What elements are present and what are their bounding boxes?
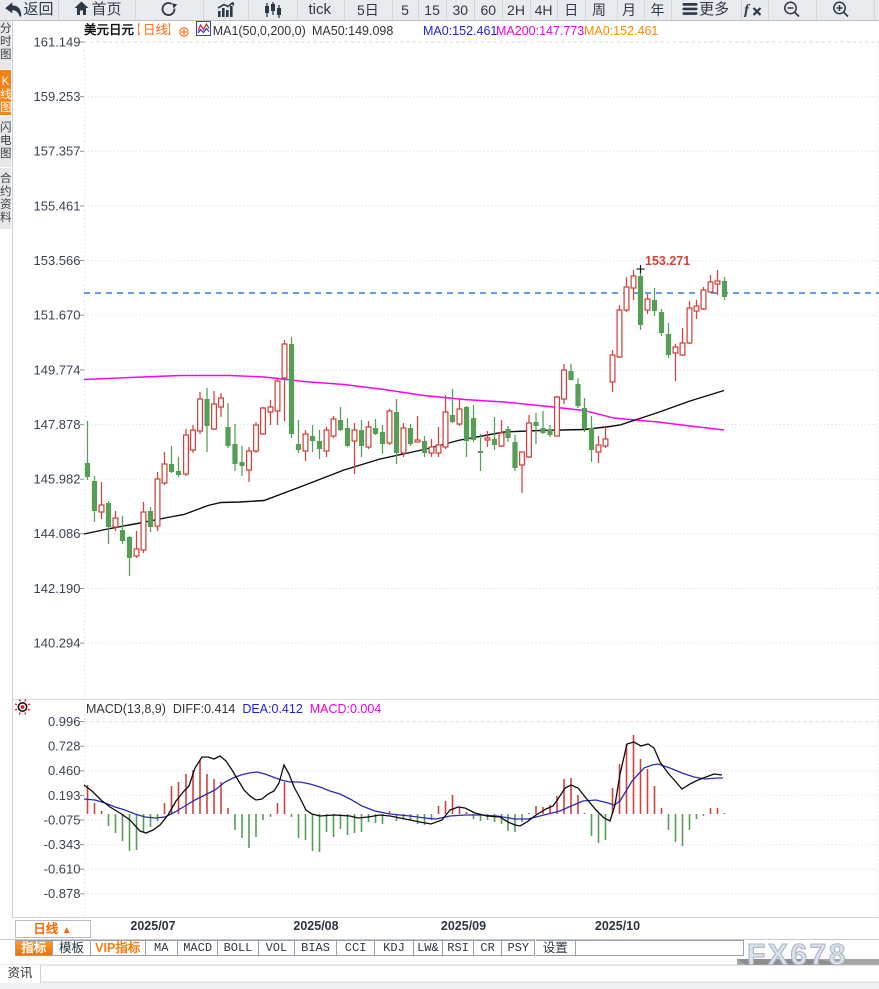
svg-text:144.086: 144.086 bbox=[34, 526, 81, 541]
svg-text:-0.343: -0.343 bbox=[44, 837, 81, 852]
svg-text:-0.610: -0.610 bbox=[44, 862, 81, 877]
svg-text:FX678: FX678 bbox=[747, 939, 848, 972]
svg-text:0.996: 0.996 bbox=[48, 714, 81, 729]
svg-text:0.728: 0.728 bbox=[48, 739, 81, 754]
svg-text:142.190: 142.190 bbox=[34, 581, 81, 596]
svg-text:155.461: 155.461 bbox=[34, 198, 81, 213]
svg-text:0.460: 0.460 bbox=[48, 763, 81, 778]
svg-text:153.566: 153.566 bbox=[34, 253, 81, 268]
svg-text:-0.878: -0.878 bbox=[44, 886, 81, 901]
svg-text:151.670: 151.670 bbox=[34, 308, 81, 323]
svg-text:145.982: 145.982 bbox=[34, 472, 81, 487]
svg-text:149.774: 149.774 bbox=[34, 362, 81, 377]
svg-text:161.149: 161.149 bbox=[34, 34, 81, 49]
svg-text:147.878: 147.878 bbox=[34, 417, 81, 432]
svg-text:0.193: 0.193 bbox=[48, 788, 81, 803]
svg-text:157.357: 157.357 bbox=[34, 144, 81, 159]
svg-text:-0.075: -0.075 bbox=[44, 812, 81, 827]
svg-text:159.253: 159.253 bbox=[34, 89, 81, 104]
svg-text:153.271: 153.271 bbox=[645, 254, 690, 268]
svg-text:140.294: 140.294 bbox=[34, 636, 81, 651]
svg-text:f: f bbox=[744, 3, 751, 18]
